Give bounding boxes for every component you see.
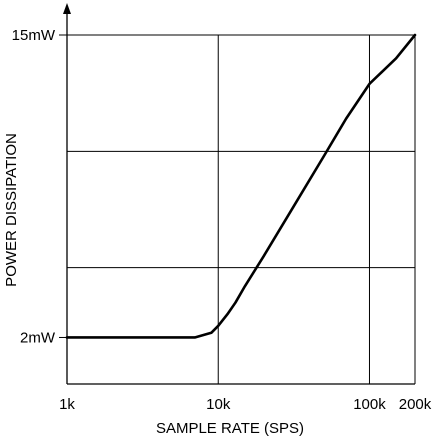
series-layer	[65, 33, 417, 339]
power-curve-line	[65, 33, 417, 339]
tick-labels: 2mW 15mW 1k 10k 100k 200k	[12, 27, 432, 413]
y-tick-label: 15mW	[12, 27, 56, 44]
x-tick-label: 1k	[59, 396, 75, 413]
y-axis-title: POWER DISSIPATION	[3, 133, 20, 287]
x-axis-title: SAMPLE RATE (SPS)	[156, 420, 304, 437]
x-tick-label: 10k	[206, 396, 231, 413]
axes	[59, 3, 415, 385]
y-axis-arrow	[63, 3, 71, 14]
x-tick-label: 200k	[399, 396, 432, 413]
grid	[67, 34, 416, 384]
x-tick-label: 100k	[353, 396, 386, 413]
y-tick-label: 2mW	[20, 329, 56, 346]
